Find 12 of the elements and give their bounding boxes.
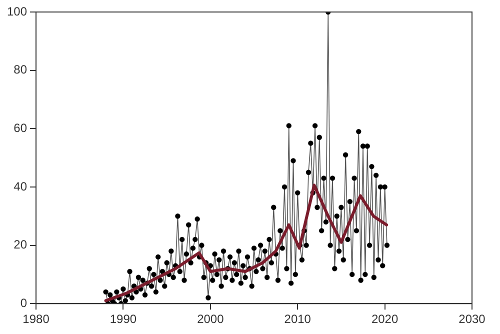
y-tick-label: 60: [14, 120, 28, 135]
x-tick-label: 2010: [284, 312, 312, 326]
x-tick-label: 2020: [371, 312, 398, 326]
y-tick-label: 80: [14, 62, 28, 77]
x-tick-label: 1990: [110, 312, 137, 326]
x-tick-label: 1980: [22, 312, 50, 326]
y-tick-label: 0: [20, 296, 28, 310]
y-tick-label: 20: [14, 238, 28, 252]
y-tick-label: 40: [14, 179, 28, 194]
x-tick-label: 2000: [197, 312, 224, 326]
x-tick-label: 2030: [458, 312, 486, 326]
y-tick-label: 100: [6, 4, 28, 18]
